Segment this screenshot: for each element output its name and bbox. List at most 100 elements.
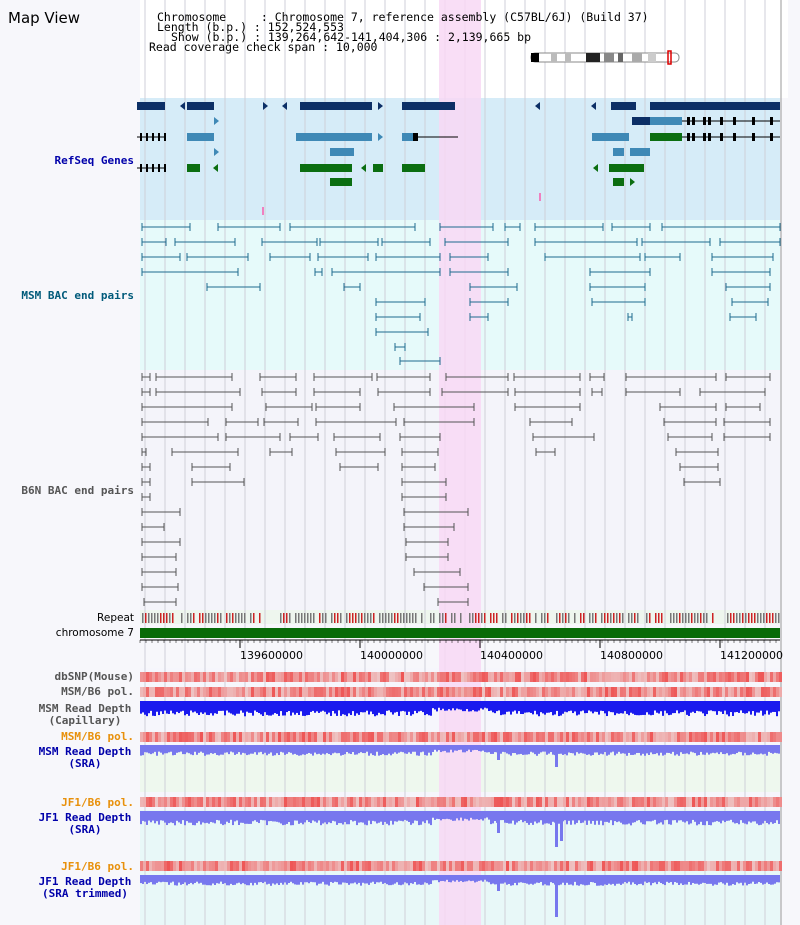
heat-cell xyxy=(701,732,704,742)
heat-cell xyxy=(506,861,509,871)
heat-cell xyxy=(575,861,578,871)
repeat-mark xyxy=(670,613,672,623)
repeat-mark xyxy=(361,613,363,623)
repeat-mark xyxy=(451,613,453,623)
depth-bar xyxy=(318,701,320,713)
heat-cell xyxy=(695,797,698,807)
heat-cell xyxy=(563,687,566,697)
heat-cell xyxy=(494,687,497,697)
heat-cell xyxy=(275,732,278,742)
label-line: (SRA trimmed) xyxy=(41,887,129,900)
heat-cell xyxy=(257,797,260,807)
depth-bar xyxy=(482,745,484,751)
track-label-refseq[interactable]: RefSeq Genes xyxy=(54,154,134,167)
depth-bar xyxy=(550,875,552,883)
track-label-msm-bac[interactable]: MSM BAC end pairs xyxy=(21,289,134,302)
depth-bar xyxy=(694,811,696,822)
heat-cell xyxy=(545,861,548,871)
track-label-dbsnp[interactable]: dbSNP(Mouse) xyxy=(54,670,134,683)
depth-bar xyxy=(402,745,404,753)
depth-bar xyxy=(684,701,686,711)
depth-bar xyxy=(774,745,776,753)
heat-cell xyxy=(248,687,251,697)
depth-bar xyxy=(580,811,582,824)
heat-cell xyxy=(554,732,557,742)
heat-cell xyxy=(491,797,494,807)
depth-bar xyxy=(386,745,388,756)
heat-cell xyxy=(344,732,347,742)
heat-cell xyxy=(563,672,566,682)
heat-cell xyxy=(374,732,377,742)
depth-bar xyxy=(366,701,368,711)
heat-cell xyxy=(488,861,491,871)
track-label-msm-b6-pol-2[interactable]: MSM/B6 pol. xyxy=(61,730,134,743)
heat-cell xyxy=(296,861,299,871)
heat-cell xyxy=(521,732,524,742)
depth-bar xyxy=(572,875,574,886)
heat-cell xyxy=(641,687,644,697)
track-label-chromosome: chromosome 7 xyxy=(55,627,134,639)
depth-bar xyxy=(158,811,160,825)
depth-bar xyxy=(336,875,338,883)
repeat-mark xyxy=(505,613,507,623)
depth-bar xyxy=(728,875,730,886)
heat-cell xyxy=(755,732,758,742)
depth-bar xyxy=(688,745,690,755)
depth-bar xyxy=(268,701,270,716)
strand-arrow xyxy=(213,164,218,172)
heat-cell xyxy=(413,687,416,697)
track-label-jf1-b6-pol[interactable]: JF1/B6 pol. xyxy=(61,796,134,809)
depth-bar xyxy=(220,811,222,824)
repeat-mark xyxy=(703,613,705,623)
heat-cell xyxy=(632,861,635,871)
depth-bar xyxy=(294,875,296,885)
depth-bar xyxy=(484,811,486,819)
depth-bar xyxy=(536,811,538,824)
depth-bar xyxy=(262,811,264,821)
axis-tick-label: 140000000 xyxy=(360,649,423,662)
depth-bar xyxy=(474,745,476,750)
track-label-b6n-bac[interactable]: B6N BAC end pairs xyxy=(21,484,134,497)
track-label-msm-depth-sra[interactable]: MSM Read Depth (SRA) xyxy=(30,746,140,770)
heat-cell xyxy=(149,797,152,807)
gene-feature xyxy=(300,102,372,110)
heat-cell xyxy=(197,861,200,871)
depth-bar xyxy=(298,811,300,824)
label-line: (SRA) xyxy=(68,757,102,770)
depth-bar xyxy=(188,701,190,716)
heat-cell xyxy=(626,687,629,697)
heat-cell xyxy=(206,797,209,807)
heat-cell xyxy=(575,797,578,807)
depth-bar xyxy=(698,745,700,756)
heat-cell xyxy=(482,797,485,807)
track-label-jf1-depth-sra[interactable]: JF1 Read Depth (SRA) xyxy=(30,812,140,836)
depth-bar xyxy=(434,811,436,820)
track-label-msm-b6-pol[interactable]: MSM/B6 pol. xyxy=(61,685,134,698)
depth-bar xyxy=(262,745,264,755)
heat-cell xyxy=(557,861,560,871)
heat-cell xyxy=(779,732,782,742)
heat-cell xyxy=(398,797,401,807)
heat-cell xyxy=(557,797,560,807)
heat-cell xyxy=(350,672,353,682)
track-label-jf1-depth-trim[interactable]: JF1 Read Depth (SRA trimmed) xyxy=(30,876,140,900)
depth-bar xyxy=(140,745,142,756)
heat-cell xyxy=(257,732,260,742)
heat-cell xyxy=(167,672,170,682)
depth-bar xyxy=(766,875,768,883)
heat-cell xyxy=(539,732,542,742)
repeat-mark xyxy=(739,613,741,623)
heat-cell xyxy=(617,732,620,742)
track-label-msm-depth-cap[interactable]: MSM Read Depth (Capillary) xyxy=(30,703,140,727)
depth-bar xyxy=(740,875,742,883)
heat-cell xyxy=(305,672,308,682)
depth-bar xyxy=(544,701,546,715)
heat-cell xyxy=(629,687,632,697)
depth-bar xyxy=(492,745,494,754)
heat-cell xyxy=(698,797,701,807)
heat-cell xyxy=(635,732,638,742)
track-label-jf1-b6-pol-2[interactable]: JF1/B6 pol. xyxy=(61,860,134,873)
heat-cell xyxy=(680,797,683,807)
depth-bar xyxy=(644,875,646,882)
